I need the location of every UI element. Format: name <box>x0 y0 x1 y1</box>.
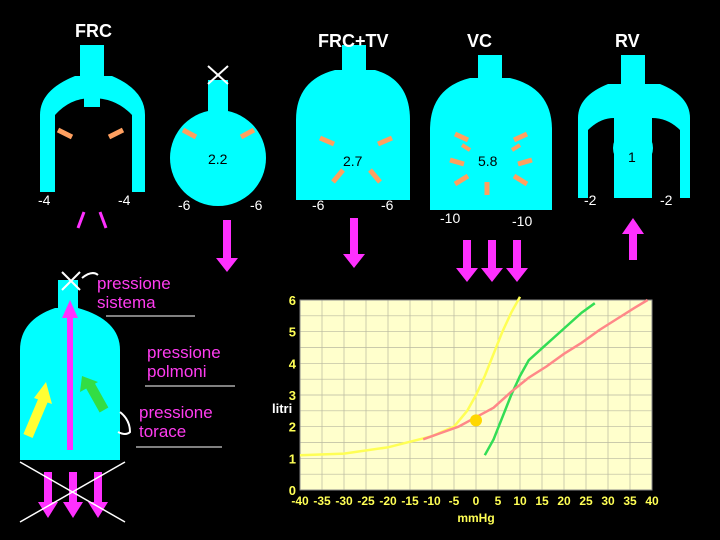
legend-system-label: pressione sistema <box>97 274 171 312</box>
chart-y-tick-label: 3 <box>289 388 296 403</box>
panel-frc-tv <box>216 45 410 272</box>
legend-chest-label: pressione torace <box>139 403 213 441</box>
legend-schematic <box>19 271 235 523</box>
title-frc: FRC <box>75 21 112 41</box>
chart-x-tick-label: 35 <box>623 494 637 508</box>
pressure-volume-chart: 0 1 2 3 4 5 6 -40 -35 -30 -25 -20 -15 -10 -5 0 5 10 15 20 25… <box>272 293 659 525</box>
chart-x-tick-label: 15 <box>535 494 549 508</box>
chart-y-axis-label: litri <box>272 401 292 416</box>
lung-value-frc-a: 2.2 <box>80 151 100 167</box>
chart-x-tick-label: -10 <box>423 494 441 508</box>
lung-value-vc: 5.8 <box>478 153 498 169</box>
chest-value-vc-right: -10 <box>512 213 532 229</box>
chart-x-tick-label: -25 <box>357 494 375 508</box>
chart-x-tick-label: 25 <box>579 494 593 508</box>
chart-series-line-3 <box>422 298 649 441</box>
chest-value-frc-b-right: -6 <box>250 197 263 213</box>
lung-value-frc-b: 2.2 <box>208 151 228 167</box>
chest-value-frc-a-right: -4 <box>118 192 131 208</box>
panel-frc-a <box>40 45 145 229</box>
chart-y-tick-label: 1 <box>289 451 296 466</box>
chart-series-line-2 <box>483 302 596 456</box>
chart-x-tick-label: 40 <box>645 494 659 508</box>
lung-value-frc-tv: 2.7 <box>343 153 363 169</box>
chart-y-tick-label: 5 <box>289 325 296 340</box>
legend-lungs-label: pressione polmoni <box>147 343 221 381</box>
chart-x-tick-label: -40 <box>291 494 309 508</box>
title-rv: RV <box>615 31 640 51</box>
chart-x-tick-label: -35 <box>313 494 331 508</box>
title-vc: VC <box>467 31 492 51</box>
chest-value-frc-a-left: -4 <box>38 192 51 208</box>
panel-frc-b <box>170 65 266 206</box>
chart-frame <box>299 299 653 491</box>
chart-x-tick-label: 10 <box>513 494 527 508</box>
chart-marker-point <box>470 414 482 427</box>
lung-value-rv: 1 <box>628 149 636 165</box>
chest-value-frc-b-left: -6 <box>178 197 191 213</box>
chart-y-tick-label: 2 <box>289 420 296 435</box>
title-frc-tv: FRC+TV <box>318 31 389 51</box>
chart-x-tick-label: -5 <box>449 494 460 508</box>
chart-y-tick-label: 6 <box>289 293 296 308</box>
chart-x-tick-label: 20 <box>557 494 571 508</box>
chest-value-rv-right: -2 <box>660 192 673 208</box>
chest-value-frc-tv-right: -6 <box>381 197 394 213</box>
chest-value-rv-left: -2 <box>584 192 597 208</box>
chart-series-line-1 <box>299 296 522 457</box>
chest-value-frc-tv-left: -6 <box>312 197 325 213</box>
chart-y-tick-label: 0 <box>289 483 296 498</box>
chart-x-tick-label: 5 <box>495 494 502 508</box>
chart-x-tick-label: 0 <box>473 494 480 508</box>
chart-x-axis-label: mmHg <box>457 511 494 525</box>
chest-value-vc-left: -10 <box>440 210 460 226</box>
chart-x-tick-label: 30 <box>601 494 615 508</box>
chart-x-tick-label: -20 <box>379 494 397 508</box>
chart-y-tick-label: 4 <box>289 356 297 371</box>
panel-vc <box>430 55 552 282</box>
panel-rv <box>578 55 690 260</box>
chart-x-tick-label: -15 <box>401 494 419 508</box>
chart-x-tick-label: -30 <box>335 494 353 508</box>
